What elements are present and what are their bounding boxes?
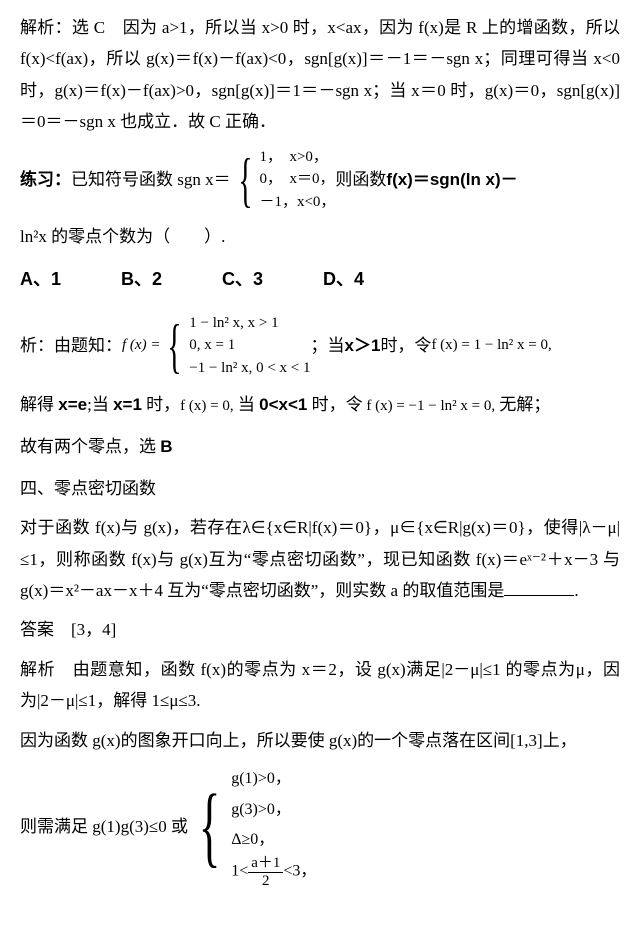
explain-line-2: 因为函数 g(x)的图象开口向上，所以要使 g(x)的一个零点落在区间[1,3]… (20, 725, 620, 756)
analysis1-tail-a: 时，令 (380, 330, 431, 361)
piece-row-3: −1 − ln² x, 0 < x < 1 (189, 357, 310, 380)
piece-row-3: －1，x<0， (259, 191, 335, 214)
fraction: a＋12 (248, 855, 283, 889)
left-brace-icon: { (238, 153, 252, 207)
choice-c: C、3 (222, 263, 263, 296)
paragraph-analysis-1: 解析：选 C 因为 a>1，所以当 x>0 时，x<ax，因为 f(x)是 R … (20, 12, 620, 138)
answer-line: 答案 [3，4] (20, 614, 620, 645)
piece-row-3: Δ≥0， (231, 825, 316, 855)
t: 当 (234, 395, 260, 414)
answer-label: 答案 (20, 620, 54, 639)
practice-label: 练习： (20, 164, 71, 195)
t: f (x) = 0, (180, 398, 233, 414)
t: 无解； (495, 395, 550, 414)
choice-b: B、2 (121, 263, 162, 296)
piece-row-2: g(3)>0， (231, 795, 316, 825)
t: 1< (231, 863, 248, 880)
section-4-body: 对于函数 f(x)与 g(x)，若存在λ∈{x∈R|f(x)＝0}，μ∈{x∈R… (20, 512, 620, 606)
p8-lead: 则需满足 g(1)g(3)≤0 或 (20, 811, 188, 842)
analysis-line-2: 解得 x=e;当 x=1 时，f (x) = 0, 当 0<x<1 时，令 f … (20, 389, 620, 421)
answer-blank (504, 579, 574, 596)
t: <3， (283, 863, 316, 880)
section-4-title: 四、零点密切函数 (20, 473, 620, 504)
conclusion-line: 故有两个零点，选 B (20, 431, 620, 462)
practice-tail-a: 则函数 (335, 164, 386, 195)
t: ;当 (87, 395, 113, 414)
t: x=e (58, 395, 87, 414)
t: x=1 (113, 395, 142, 414)
piece-row-1: 1， x>0， (259, 146, 335, 169)
left-brace-icon: { (199, 786, 221, 867)
analysis1-cond: x＞1 (345, 330, 381, 361)
piece-row-2: 0， x＝0， (259, 168, 335, 191)
practice-piecewise: { 1， x>0， 0， x＝0， －1，x<0， (231, 146, 336, 214)
answer-b: B (160, 437, 172, 456)
t: . (574, 581, 578, 600)
analysis1-piecewise: { 1 − ln² x, x > 1 0, x = 1 −1 − ln² x, … (160, 312, 310, 380)
piece-row-2: 0, x = 1 (189, 334, 310, 357)
t: 0<x<1 (259, 395, 307, 414)
left-brace-icon: { (168, 319, 182, 373)
t: f (x) = −1 − ln² x = 0, (363, 398, 496, 414)
choice-a: A、1 (20, 263, 61, 296)
analysis1-lead: 析：由题知： (20, 330, 122, 361)
frac-den: 2 (248, 873, 283, 890)
t: 解得 (20, 395, 58, 414)
analysis1-tail-b: f (x) = 1 − ln² x = 0, (431, 332, 551, 360)
analysis1-mid: ；当 (311, 330, 345, 361)
practice-lead: 已知符号函数 sgn x＝ (71, 164, 231, 195)
t: 时，令 (307, 395, 362, 414)
t: 故有两个零点，选 (20, 437, 160, 456)
p8-piecewise: { g(1)>0， g(3)>0， Δ≥0， 1<a＋12<3， (188, 764, 316, 889)
piece-row-4: 1<a＋12<3， (231, 855, 316, 889)
practice-tail-b: f(x)＝sgn(ln x)－ (386, 164, 517, 195)
analysis-line-1: 析：由题知： f (x) = { 1 − ln² x, x > 1 0, x =… (20, 312, 620, 380)
piece-row-1: 1 − ln² x, x > 1 (189, 312, 310, 335)
explain-line-1: 解析 由题意知，函数 f(x)的零点为 x＝2，设 g(x)满足|2－μ|≤1 … (20, 654, 620, 717)
t: 时， (142, 395, 180, 414)
frac-num: a＋1 (248, 855, 283, 873)
choice-row: A、1 B、2 C、3 D、4 (20, 263, 620, 296)
analysis1-eq: f (x) = (122, 332, 160, 360)
answer-value: [3，4] (54, 620, 116, 639)
piece-row-1: g(1)>0， (231, 764, 316, 794)
explain-line-3: 则需满足 g(1)g(3)≤0 或 { g(1)>0， g(3)>0， Δ≥0，… (20, 764, 620, 889)
paragraph-question-tail: ln²x 的零点个数为（ ）. (20, 221, 620, 252)
practice-line: 练习： 已知符号函数 sgn x＝ { 1， x>0， 0， x＝0， －1，x… (20, 146, 620, 214)
choice-d: D、4 (323, 263, 364, 296)
